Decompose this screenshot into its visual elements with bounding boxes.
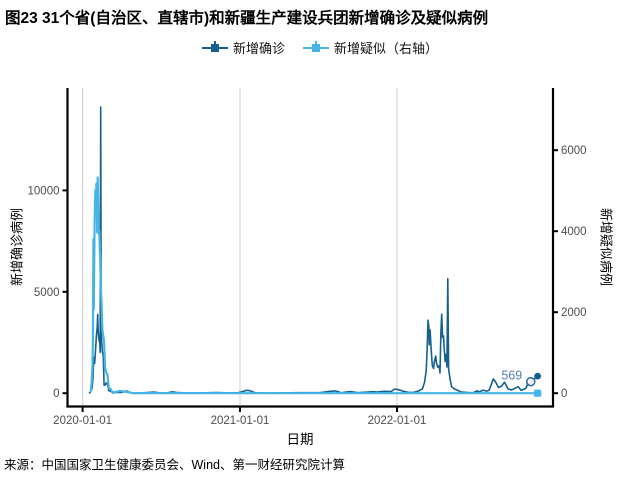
y-right-tick-label: 2000 — [561, 307, 587, 319]
y-right-tick-label: 6000 — [561, 145, 587, 157]
annotation-label: 569 — [501, 369, 522, 383]
legend-item-confirmed: 新增确诊 — [201, 38, 285, 57]
legend: 新增确诊 新增疑似（右轴） — [0, 38, 640, 57]
suspected-series-key-icon — [303, 40, 329, 56]
confirmed-end-marker — [534, 372, 542, 380]
y-axis-left-title: 新增确诊病例 — [9, 207, 25, 287]
legend-item-suspected: 新增疑似（右轴） — [303, 38, 438, 57]
series-line-suspected — [89, 176, 539, 395]
x-axis-title: 日期 — [286, 432, 314, 447]
y-left-tick-label: 5000 — [34, 287, 60, 299]
y-left-tick-label: 10000 — [28, 185, 60, 197]
series-line-confirmed — [88, 106, 539, 394]
confirmed-series-key-icon — [201, 40, 228, 56]
figure-title: 图23 31个省(自治区、直辖市)和新疆生产建设兵团新增确诊及疑似病例 — [5, 10, 489, 27]
source-note: 来源：中国国家卫生健康委员会、Wind、第一财经研究院计算 — [4, 458, 345, 472]
y-left-tick-label: 0 — [53, 388, 59, 400]
key-square — [210, 43, 219, 52]
legend-label-confirmed: 新增确诊 — [232, 41, 285, 56]
y-axis-right-title: 新增疑似病例 — [598, 207, 614, 287]
legend-label-suspected: 新增疑似（右轴） — [334, 41, 439, 56]
annotation-marker — [525, 376, 536, 387]
y-right-tick-label: 0 — [561, 388, 567, 400]
key-square — [312, 43, 320, 52]
x-tick-label: 2022-01-01 — [368, 415, 427, 427]
y-right-tick-label: 4000 — [561, 226, 587, 238]
x-tick-label: 2020-01-01 — [53, 415, 112, 427]
x-tick-label: 2021-01-01 — [211, 415, 270, 427]
suspected-end-marker — [534, 389, 542, 397]
